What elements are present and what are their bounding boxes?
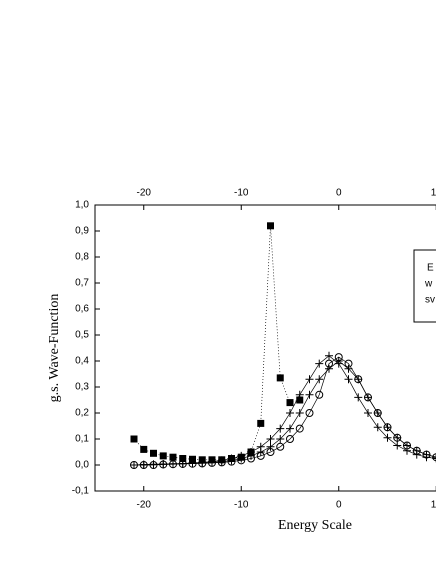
legend-text: sv [425,295,435,306]
circle-marker [208,458,216,467]
plus-marker [344,375,353,384]
series-line [133,355,436,466]
y-tick-label: 0,1 [75,434,89,445]
circle-marker [295,424,304,433]
x-tick-label: 10 [431,500,436,511]
x-tick-label: -10 [234,500,249,511]
plot-frame [94,204,436,492]
circle-marker [130,461,138,469]
plus-marker [295,390,304,399]
circle-marker [393,433,402,442]
square-marker [296,396,304,404]
plus-marker [383,433,392,442]
plus-marker [266,435,275,443]
plus-marker [295,409,304,417]
plus-marker [276,435,285,443]
circle-marker [334,353,343,362]
circle-marker [149,461,158,469]
square-marker [130,435,138,443]
circle-marker [237,456,246,465]
y-tick-label: 0,7 [75,278,89,289]
circle-marker [373,409,382,417]
circle-marker [188,459,197,468]
plus-marker [325,351,333,360]
circle-marker [364,393,372,402]
circle-marker [344,359,353,368]
circle-marker [159,460,168,469]
plus-marker [286,409,294,417]
plus-marker [354,393,363,402]
circle-marker [247,454,255,463]
square-marker [150,449,157,457]
y-tick-label: 0,3 [75,382,89,393]
y-axis-label: g.s. Wave-Function [47,294,62,403]
plus-marker [432,454,436,463]
y-tick-label: -0,1 [72,486,90,497]
plus-marker [266,442,275,451]
circle-marker [169,460,177,469]
x-axis-label: Energy Scale [278,518,352,533]
x-tick-label: 0 [336,500,342,511]
circle-marker [432,453,436,462]
circle-marker [422,450,431,459]
plus-marker [393,441,402,450]
circle-marker [198,459,207,468]
y-tick-label: 0,9 [75,226,89,237]
circle-marker [139,461,148,469]
plus-marker [325,364,333,373]
plus-marker [315,375,324,384]
circle-marker [276,442,285,451]
circle-marker [178,459,187,468]
square-marker [276,374,284,382]
circle-marker [412,446,421,455]
plus-marker [305,375,314,384]
circle-marker [286,435,294,443]
series-line [133,225,300,461]
x-top-tick-label: -10 [234,188,249,199]
x-top-tick-label: -20 [137,188,152,199]
circle-marker [325,359,333,368]
y-tick-label: 0,4 [75,356,89,367]
y-tick-label: 0,0 [75,460,89,471]
plus-marker [344,364,353,373]
square-marker [140,445,148,453]
y-tick-label: 0,8 [75,252,89,263]
circle-marker [305,409,314,417]
circle-marker [256,451,265,460]
square-marker [286,399,294,407]
square-marker [179,455,187,462]
square-marker [169,453,177,461]
series-line [134,356,436,466]
square-marker [267,222,274,230]
plus-marker [432,453,436,462]
circle-marker [266,448,275,456]
legend-box [413,249,436,323]
x-tick-label: -20 [137,500,152,511]
legend-text: w [424,279,433,290]
circle-marker [315,390,324,399]
plus-marker [305,390,314,399]
circle-marker [354,375,363,384]
circle-marker [383,423,392,432]
x-top-tick-label: 10 [431,188,436,199]
x-top-tick-label: 0 [336,188,342,199]
circle-marker [227,457,236,466]
y-tick-label: 0,5 [75,330,89,341]
square-marker [257,419,265,427]
plus-marker [373,423,382,432]
plus-marker [286,424,294,433]
plus-marker [315,359,324,368]
plus-marker [276,424,285,433]
plus-marker [364,409,372,417]
y-tick-label: 0,6 [75,304,89,315]
square-marker [159,452,167,460]
circle-marker [217,458,226,467]
legend-text: E [427,263,434,274]
circle-marker [403,441,411,450]
y-tick-label: 1,0 [75,200,89,211]
y-tick-label: 0,2 [75,408,89,419]
